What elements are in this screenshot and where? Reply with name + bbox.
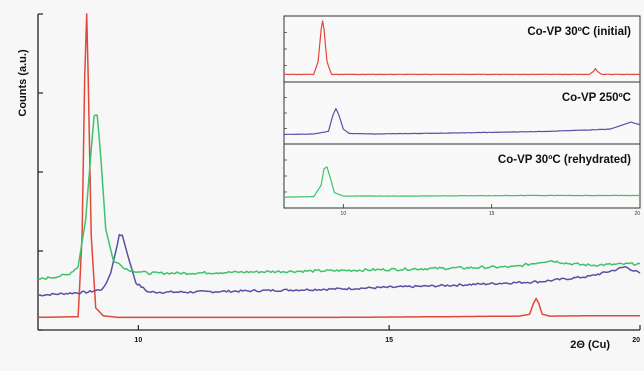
inset-frame bbox=[283, 15, 641, 209]
main-series-line-0 bbox=[37, 13, 640, 319]
inset-panel-title-250c: Co-VP 250ºC bbox=[562, 92, 631, 104]
main-series-line-2 bbox=[37, 114, 641, 281]
inset-series-line-1 bbox=[283, 108, 641, 136]
main-axes: 10 15 20 Counts (a.u.) 2Θ (Cu) bbox=[17, 13, 641, 351]
main-series-group bbox=[37, 13, 641, 319]
inset-panel-title-initial: Co-VP 30ºC (initial) bbox=[527, 26, 631, 38]
main-x-tick-label-0: 10 bbox=[134, 337, 142, 344]
inset-panel-title-rehydrated: Co-VP 30ºC (rehydrated) bbox=[498, 154, 631, 166]
inset-series-group bbox=[283, 20, 641, 198]
inset-x-tick-label-1: 15 bbox=[489, 211, 495, 217]
inset-x-ticks: 10 15 20 bbox=[341, 204, 641, 217]
inset-y-ticks bbox=[284, 32, 287, 193]
inset-series-line-0 bbox=[284, 20, 640, 76]
main-x-tick-label-1: 15 bbox=[385, 337, 393, 344]
inset-x-tick-label-2: 20 bbox=[634, 211, 640, 217]
main-y-ticks bbox=[38, 13, 43, 331]
inset-chart: 10 15 20 Co-VP 30ºC (initial) Co-VP 250ºC … bbox=[283, 15, 641, 217]
main-series-line-1 bbox=[37, 233, 641, 297]
inset-series-line-2 bbox=[283, 166, 641, 198]
main-x-tick-label-2: 20 bbox=[632, 337, 640, 344]
main-x-ticks: 10 15 20 bbox=[134, 325, 641, 344]
main-x-axis-label: 2Θ (Cu) bbox=[570, 339, 610, 351]
main-y-axis-label: Counts (a.u.) bbox=[17, 49, 29, 117]
inset-x-tick-label-0: 10 bbox=[341, 211, 347, 217]
